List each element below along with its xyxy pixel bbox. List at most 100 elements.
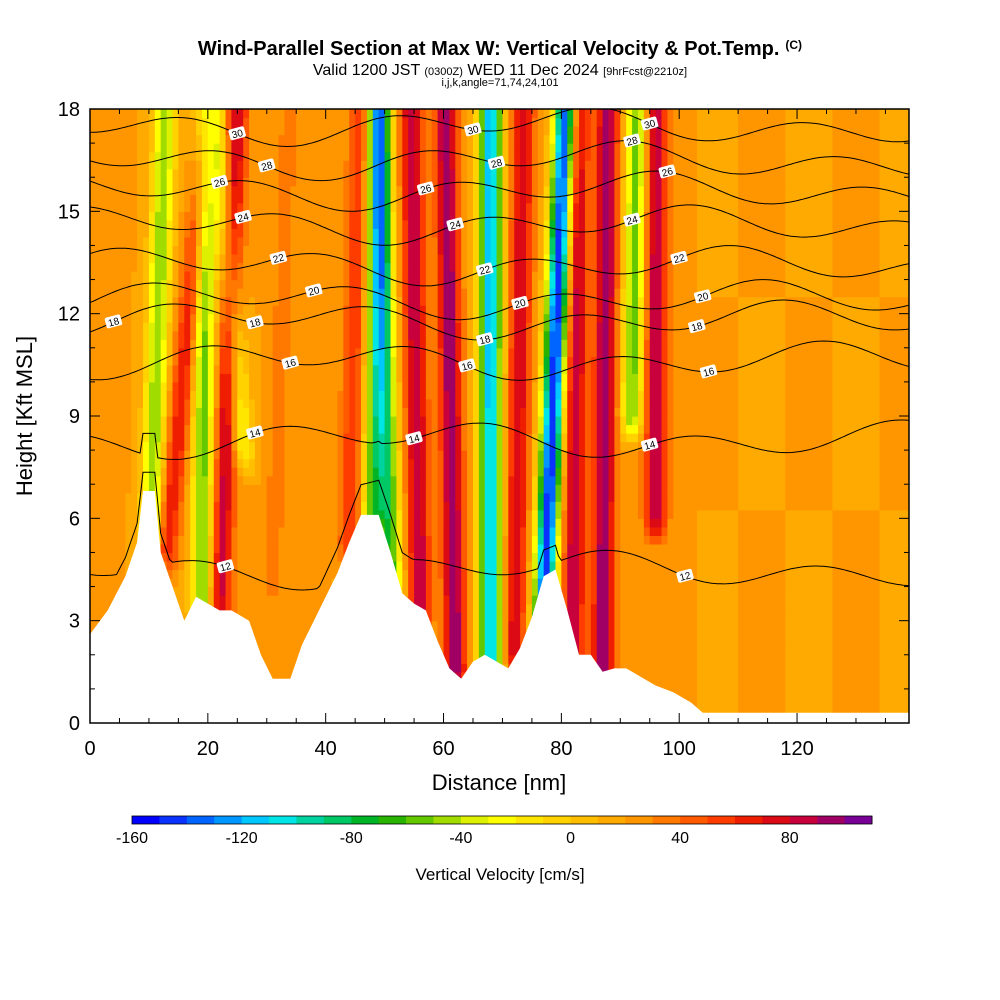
velocity-cell <box>620 654 627 664</box>
velocity-cell <box>761 501 769 511</box>
velocity-cell <box>302 535 309 545</box>
velocity-cell <box>555 526 562 536</box>
velocity-cell <box>720 509 727 519</box>
velocity-cell <box>302 578 309 588</box>
velocity-cell <box>402 458 409 468</box>
velocity-cell <box>826 705 834 716</box>
velocity-cell <box>820 595 828 605</box>
velocity-cell <box>879 552 887 562</box>
velocity-cell <box>184 560 191 571</box>
velocity-cell <box>260 629 268 639</box>
velocity-cell <box>749 509 757 519</box>
velocity-cell <box>791 518 798 528</box>
velocity-cell <box>761 424 769 434</box>
velocity-cell <box>708 705 716 716</box>
velocity-cell <box>867 467 875 477</box>
velocity-cell <box>402 518 409 528</box>
velocity-cell <box>443 492 451 502</box>
velocity-cell <box>101 526 109 536</box>
velocity-cell <box>437 535 445 545</box>
velocity-cell <box>302 509 309 519</box>
velocity-cell <box>160 424 168 434</box>
velocity-cell <box>254 629 262 639</box>
velocity-cell <box>779 620 786 630</box>
velocity-cell <box>673 424 680 434</box>
velocity-cell <box>584 595 592 605</box>
velocity-cell <box>620 663 627 673</box>
velocity-cell <box>549 484 557 494</box>
velocity-cell <box>272 654 280 664</box>
velocity-cell <box>679 552 686 562</box>
velocity-cell <box>690 433 698 443</box>
velocity-cell <box>496 526 504 536</box>
velocity-cell <box>755 697 763 707</box>
velocity-cell <box>820 612 828 622</box>
velocity-cell <box>690 578 698 588</box>
velocity-cell <box>867 578 875 588</box>
velocity-cell <box>779 543 786 554</box>
velocity-cell <box>290 569 297 579</box>
velocity-cell <box>838 552 845 562</box>
velocity-cell <box>573 424 580 434</box>
velocity-cell <box>196 578 203 588</box>
velocity-cell <box>419 543 427 554</box>
velocity-cell <box>850 560 857 571</box>
velocity-cell <box>555 509 562 519</box>
velocity-cell <box>555 467 562 477</box>
velocity-cell <box>95 603 103 613</box>
velocity-cell <box>690 688 698 699</box>
velocity-cell <box>437 569 445 579</box>
velocity-cell <box>414 475 421 485</box>
velocity-cell <box>101 509 109 519</box>
velocity-cell <box>396 450 403 460</box>
velocity-cell <box>614 569 621 579</box>
velocity-cell <box>802 518 810 528</box>
velocity-cell <box>455 535 462 545</box>
velocity-cell <box>802 595 810 605</box>
velocity-cell <box>791 595 798 605</box>
velocity-cell <box>284 416 291 426</box>
velocity-cell <box>897 680 904 690</box>
velocity-cell <box>903 603 909 613</box>
velocity-cell <box>620 552 627 562</box>
velocity-cell <box>832 475 839 485</box>
velocity-cell <box>372 509 380 519</box>
velocity-cell <box>484 535 492 545</box>
velocity-cell <box>590 552 598 562</box>
velocity-cell <box>903 467 909 477</box>
velocity-cell <box>667 484 674 494</box>
velocity-cell <box>201 518 209 528</box>
velocity-cell <box>467 612 474 622</box>
velocity-cell <box>879 603 887 613</box>
velocity-cell <box>543 492 551 502</box>
velocity-cell <box>148 467 156 477</box>
velocity-cell <box>278 569 286 579</box>
velocity-cell <box>437 484 445 494</box>
velocity-cell <box>402 433 409 443</box>
velocity-cell <box>190 569 197 579</box>
velocity-cell <box>897 450 904 460</box>
velocity-cell <box>449 578 456 588</box>
velocity-cell <box>649 450 657 460</box>
velocity-cell <box>744 552 751 562</box>
velocity-cell <box>855 697 863 707</box>
velocity-cell <box>543 509 551 519</box>
velocity-cell <box>649 595 657 605</box>
velocity-cell <box>685 450 692 460</box>
velocity-cell <box>313 484 321 494</box>
velocity-cell <box>484 612 492 622</box>
velocity-cell <box>614 416 621 426</box>
velocity-cell <box>844 501 851 511</box>
velocity-cell <box>284 654 291 664</box>
velocity-cell <box>761 441 769 451</box>
velocity-cell <box>679 484 686 494</box>
velocity-cell <box>260 595 268 605</box>
velocity-cell <box>791 501 798 511</box>
velocity-cell <box>455 620 462 630</box>
velocity-cell <box>820 646 828 656</box>
velocity-cell <box>767 441 775 451</box>
velocity-cell <box>755 595 763 605</box>
velocity-cell <box>755 603 763 613</box>
velocity-cell <box>867 552 875 562</box>
velocity-cell <box>531 526 539 536</box>
